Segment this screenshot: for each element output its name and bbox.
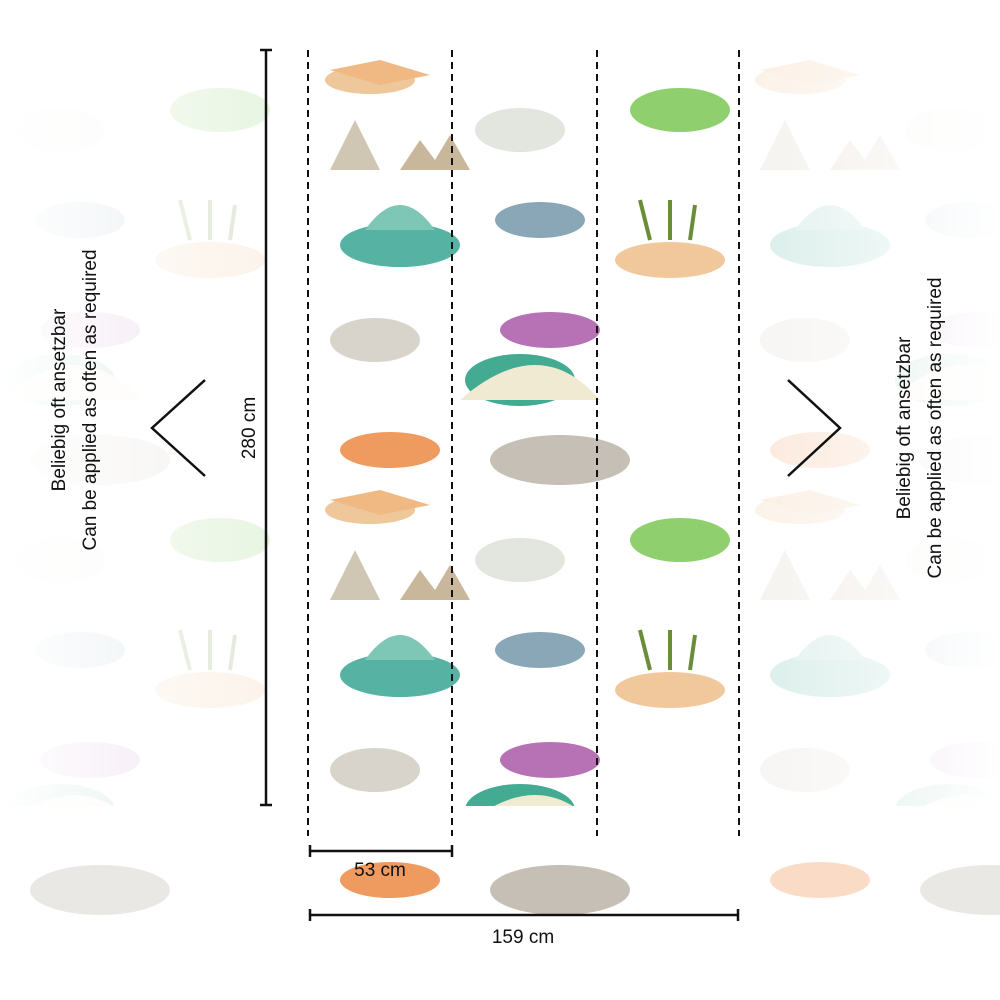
arrow-right	[787, 379, 842, 477]
side-note: Can be applied as often as required	[925, 277, 946, 578]
height-label: 280 cm	[239, 397, 260, 459]
side-note: Beliebig oft ansetzbar	[894, 336, 915, 519]
arrow-left	[150, 379, 206, 477]
side-note: Beliebig oft ansetzbar	[49, 308, 70, 491]
total-width-label: 159 cm	[492, 927, 554, 948]
wallpaper-pattern	[323, 58, 732, 917]
side-note: Can be applied as often as required	[80, 249, 101, 550]
panel-width-label: 53 cm	[354, 860, 406, 881]
bottom-mask	[0, 806, 1000, 836]
fade-right	[739, 40, 1000, 820]
